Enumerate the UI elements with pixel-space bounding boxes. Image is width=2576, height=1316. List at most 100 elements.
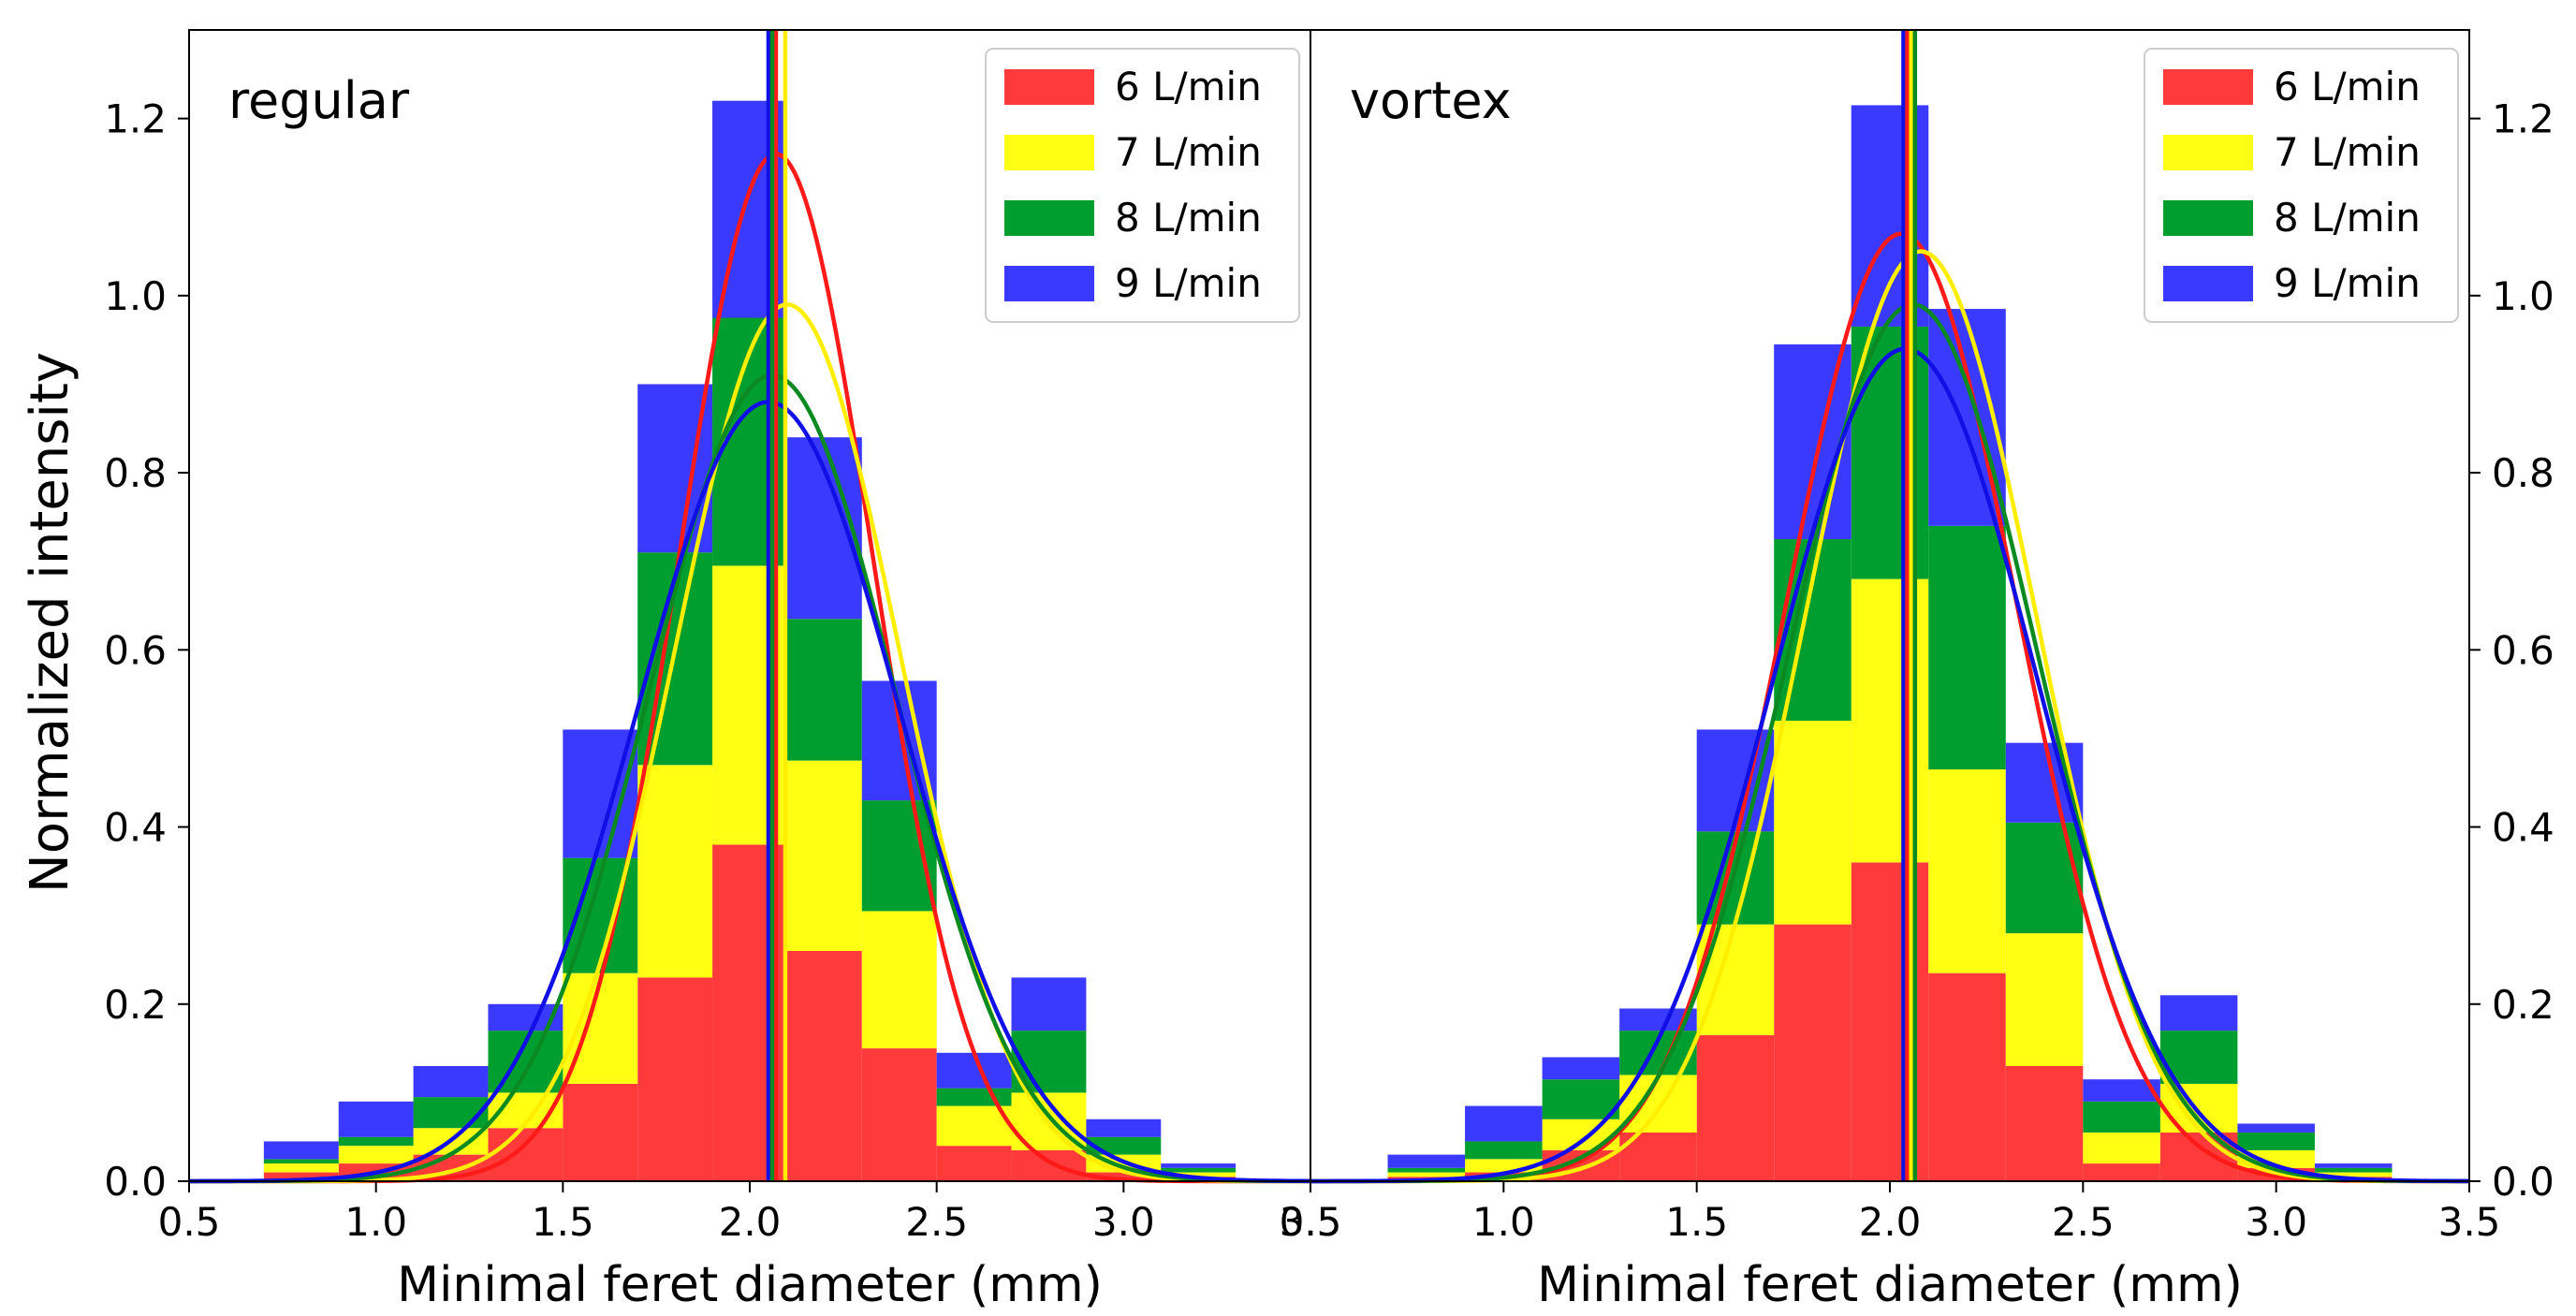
y-tick-label: 0.2 — [104, 982, 167, 1028]
bar-6-l-min-4 — [563, 1083, 638, 1181]
x-tick-label: 2.0 — [719, 1199, 782, 1245]
regular-panel: 0.5 1.0 1.5 2.0 2.5 3.0 3.5 0.0 0.2 0.4 0.6 0.8 1.0 1… — [104, 29, 1342, 1313]
bar-8-l-min-11 — [2237, 1132, 2315, 1150]
legend-label: 6 L/min — [2274, 64, 2421, 110]
x-tick-label: 1.5 — [532, 1199, 594, 1245]
legend-swatch — [1004, 266, 1094, 301]
bar-9-l-min-11 — [1086, 1119, 1162, 1137]
fit-curve-9-l-min — [1310, 346, 2470, 1184]
bar-7-l-min-5 — [637, 765, 713, 978]
bar-9-l-min-2 — [413, 1066, 489, 1098]
x-axis-label: Minimal feret diameter (mm) — [397, 1257, 1103, 1313]
bar-8-l-min-0 — [263, 1159, 339, 1164]
bar-9-l-min-2 — [1542, 1057, 1620, 1080]
bar-6-l-min-9 — [2083, 1163, 2160, 1181]
legend: 6 L/min 7 L/min 8 L/min 9 L/min — [985, 48, 1300, 323]
x-tick-label: 2.5 — [2052, 1199, 2115, 1245]
legend-box — [2144, 48, 2459, 323]
fit-curve-8-l-min — [1310, 302, 2469, 1184]
x-tick-label: 1.0 — [1472, 1199, 1535, 1245]
y-tick-label: 1.2 — [2492, 96, 2554, 142]
y-tick-label: 1.0 — [2492, 273, 2554, 319]
bar-6-l-min-0 — [263, 1172, 339, 1181]
bar-8-l-min-9 — [2083, 1101, 2160, 1133]
bar-8-l-min-0 — [1387, 1167, 1466, 1173]
x-tick-label: 3.5 — [1280, 1199, 1342, 1245]
bar-6-l-min-7 — [1928, 972, 2006, 1181]
bar-6-l-min-8 — [2005, 1066, 2084, 1181]
legend-swatch — [1004, 135, 1094, 170]
legend-label: 9 L/min — [1115, 260, 1262, 306]
legend-swatch — [2163, 69, 2253, 105]
bar-6-l-min-7 — [786, 951, 862, 1181]
bar-7-l-min-8 — [861, 911, 937, 1049]
fit-curve-8-l-min — [189, 373, 1311, 1184]
bar-8-l-min-2 — [413, 1097, 489, 1129]
fit-curve-9-l-min — [189, 400, 1311, 1184]
bar-8-l-min-1 — [338, 1136, 414, 1147]
x-tick-label: 1.5 — [1665, 1199, 1728, 1245]
bar-9-l-min-1 — [1465, 1105, 1543, 1142]
bar-8-l-min-7 — [786, 619, 862, 761]
x-tick-label: 3.0 — [2245, 1199, 2307, 1245]
legend-label: 7 L/min — [1115, 129, 1262, 175]
legend-swatch — [1004, 69, 1094, 105]
y-tick-label: 0.6 — [104, 627, 167, 673]
legend-box — [985, 48, 1300, 323]
y-tick-label: 0.8 — [104, 450, 167, 496]
bar-9-l-min-10 — [2159, 995, 2238, 1031]
x-tick-label: 3.5 — [2438, 1199, 2501, 1245]
bar-8-l-min-12 — [2314, 1167, 2393, 1173]
bar-9-l-min-1 — [338, 1101, 414, 1137]
bar-8-l-min-7 — [1928, 525, 2006, 770]
bar-6-l-min-4 — [1696, 1034, 1775, 1181]
y-tick-label: 0.0 — [104, 1159, 167, 1205]
legend-swatch — [2163, 200, 2253, 236]
bar-7-l-min-8 — [2005, 933, 2084, 1066]
bar-9-l-min-5 — [1774, 344, 1852, 540]
bar-7-l-min-7 — [786, 760, 862, 951]
x-tick-label: 2.5 — [905, 1199, 968, 1245]
bar-6-l-min-5 — [637, 977, 713, 1181]
legend-label: 7 L/min — [2274, 129, 2421, 175]
bar-7-l-min-12 — [1161, 1172, 1237, 1177]
bar-8-l-min-9 — [936, 1088, 1012, 1106]
legend: 6 L/min 7 L/min 8 L/min 9 L/min — [2144, 48, 2459, 323]
legend-swatch — [2163, 266, 2253, 301]
bar-8-l-min-8 — [2005, 822, 2084, 934]
y-tick-label: 0.8 — [2492, 450, 2554, 496]
legend-label: 8 L/min — [2274, 195, 2421, 241]
x-tick-label: 3.0 — [1092, 1199, 1155, 1245]
x-tick-label: 1.0 — [344, 1199, 407, 1245]
y-tick-label: 1.2 — [104, 96, 167, 142]
bar-9-l-min-10 — [1011, 977, 1087, 1031]
legend-swatch — [2163, 135, 2253, 170]
bar-9-l-min-9 — [936, 1052, 1012, 1089]
bar-6-l-min-8 — [861, 1048, 937, 1181]
y-tick-label: 1.0 — [104, 273, 167, 319]
bar-7-l-min-9 — [936, 1105, 1012, 1147]
y-tick-label: 0.0 — [2492, 1159, 2554, 1205]
y-axis-label: Normalized intensity — [20, 352, 80, 893]
bar-6-l-min-9 — [936, 1146, 1012, 1181]
legend-label: 6 L/min — [1115, 64, 1262, 110]
y-tick-label: 0.4 — [2492, 805, 2554, 851]
x-axis-label: Minimal feret diameter (mm) — [1537, 1257, 2243, 1313]
bar-9-l-min-12 — [1161, 1163, 1237, 1168]
panel-title: vortex — [1350, 71, 1512, 130]
bar-9-l-min-0 — [263, 1141, 339, 1160]
bar-7-l-min-1 — [338, 1146, 414, 1164]
bar-9-l-min-0 — [1387, 1154, 1466, 1168]
x-tick-label: 2.0 — [1859, 1199, 1922, 1245]
bar-9-l-min-9 — [2083, 1079, 2160, 1102]
bar-6-l-min-10 — [1011, 1149, 1087, 1181]
bar-7-l-min-7 — [1928, 769, 2006, 973]
legend-label: 9 L/min — [2274, 260, 2421, 306]
bar-6-l-min-3 — [488, 1128, 564, 1181]
bar-9-l-min-3 — [1619, 1008, 1697, 1031]
bar-7-l-min-9 — [2083, 1132, 2160, 1164]
bar-9-l-min-12 — [2314, 1163, 2393, 1168]
x-tick-label: 0.5 — [1280, 1199, 1342, 1245]
bar-8-l-min-12 — [1161, 1167, 1237, 1173]
